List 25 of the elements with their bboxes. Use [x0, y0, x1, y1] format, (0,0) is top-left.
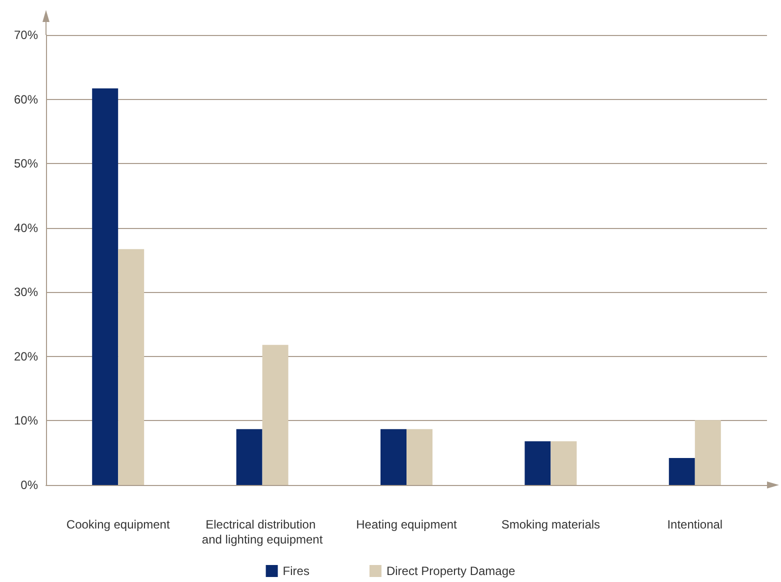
x-tick-label: Cooking equipment [66, 518, 170, 532]
y-tick-label: 20% [14, 349, 38, 364]
legend-label: Fires [282, 564, 310, 578]
x-tick-label: Heating equipment [356, 518, 458, 532]
x-tick-label: Intentional [667, 518, 723, 532]
bar [550, 441, 577, 485]
x-tick-label: Smoking materials [501, 518, 600, 532]
bar [406, 429, 432, 485]
bar [380, 429, 406, 485]
y-tick-label: 30% [14, 285, 38, 300]
bar [118, 249, 144, 485]
x-tick-label: Electrical distribution and lighting equipment [202, 518, 324, 546]
bar [524, 441, 551, 485]
bar [668, 458, 695, 485]
y-tick-label: 70% [14, 28, 38, 42]
bar [92, 88, 118, 485]
y-tick-label: 50% [14, 156, 38, 171]
bar [262, 344, 288, 485]
y-tick-label: 0% [20, 478, 38, 492]
legend-label: Direct Property Damage [386, 564, 516, 578]
y-tick-label: 10% [14, 414, 38, 428]
bar [236, 429, 262, 485]
y-tick-label: 40% [14, 220, 38, 235]
y-tick-label: 60% [14, 92, 38, 106]
bar [694, 420, 721, 485]
